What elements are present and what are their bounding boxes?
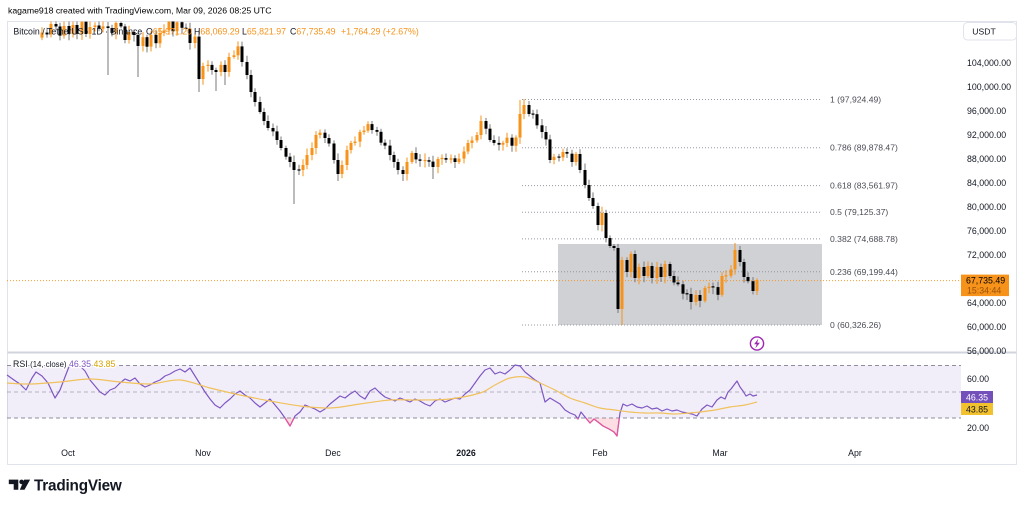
svg-text:0 (60,326.26): 0 (60,326.26)	[830, 320, 881, 330]
svg-text:46.35: 46.35	[966, 392, 988, 402]
svg-text:+1,764.29 (+2.67%): +1,764.29 (+2.67%)	[341, 27, 419, 37]
svg-text:1 (97,924.49): 1 (97,924.49)	[830, 95, 881, 105]
svg-text:96,000.00: 96,000.00	[967, 106, 1006, 116]
svg-text:Bitcoin / TetherUS · 1D · Bina: Bitcoin / TetherUS · 1D · Binance	[13, 27, 142, 37]
svg-text:2026: 2026	[456, 448, 476, 458]
svg-text:H68,069.29: H68,069.29	[194, 27, 240, 37]
svg-text:56,000.00: 56,000.00	[967, 346, 1006, 356]
svg-text:0.382 (74,688.78): 0.382 (74,688.78)	[830, 234, 898, 244]
svg-text:88,000.00: 88,000.00	[967, 154, 1006, 164]
svg-text:0.236 (69,199.44): 0.236 (69,199.44)	[830, 267, 898, 277]
svg-text:C67,735.49: C67,735.49	[290, 27, 336, 37]
svg-text:USDT: USDT	[972, 27, 996, 37]
svg-text:Feb: Feb	[592, 448, 607, 458]
svg-text:104,000.00: 104,000.00	[967, 58, 1011, 68]
svg-text:0.5 (79,125.37): 0.5 (79,125.37)	[830, 207, 888, 217]
svg-text:Apr: Apr	[848, 448, 862, 458]
svg-text:64,000.00: 64,000.00	[967, 298, 1006, 308]
svg-text:43.85: 43.85	[966, 404, 988, 414]
svg-text:80,000.00: 80,000.00	[967, 202, 1006, 212]
svg-text:TradingView: TradingView	[34, 477, 122, 494]
svg-text:kagame918 created with Trading: kagame918 created with TradingView.com, …	[8, 6, 272, 16]
svg-text:60.00: 60.00	[967, 374, 989, 384]
svg-text:0.618 (83,561.97): 0.618 (83,561.97)	[830, 181, 898, 191]
svg-text:67,735.49: 67,735.49	[966, 276, 1005, 286]
svg-text:15:34:44: 15:34:44	[967, 286, 1001, 296]
svg-text:L65,821.97: L65,821.97	[242, 27, 286, 37]
svg-text:Oct: Oct	[61, 448, 75, 458]
svg-text:Nov: Nov	[195, 448, 211, 458]
svg-text:72,000.00: 72,000.00	[967, 250, 1006, 260]
svg-text:0.786 (89,878.47): 0.786 (89,878.47)	[830, 143, 898, 153]
svg-text:84,000.00: 84,000.00	[967, 178, 1006, 188]
svg-text:RSI (14, close) 46.35 43.85: RSI (14, close) 46.35 43.85	[13, 359, 116, 369]
svg-text:Dec: Dec	[325, 448, 341, 458]
svg-text:Mar: Mar	[712, 448, 727, 458]
svg-text:92,000.00: 92,000.00	[967, 130, 1006, 140]
svg-text:76,000.00: 76,000.00	[967, 226, 1006, 236]
svg-text:60,000.00: 60,000.00	[967, 322, 1006, 332]
svg-text:O65,971.20: O65,971.20	[146, 27, 192, 37]
svg-text:20.00: 20.00	[967, 423, 989, 433]
svg-text:100,000.00: 100,000.00	[967, 82, 1011, 92]
